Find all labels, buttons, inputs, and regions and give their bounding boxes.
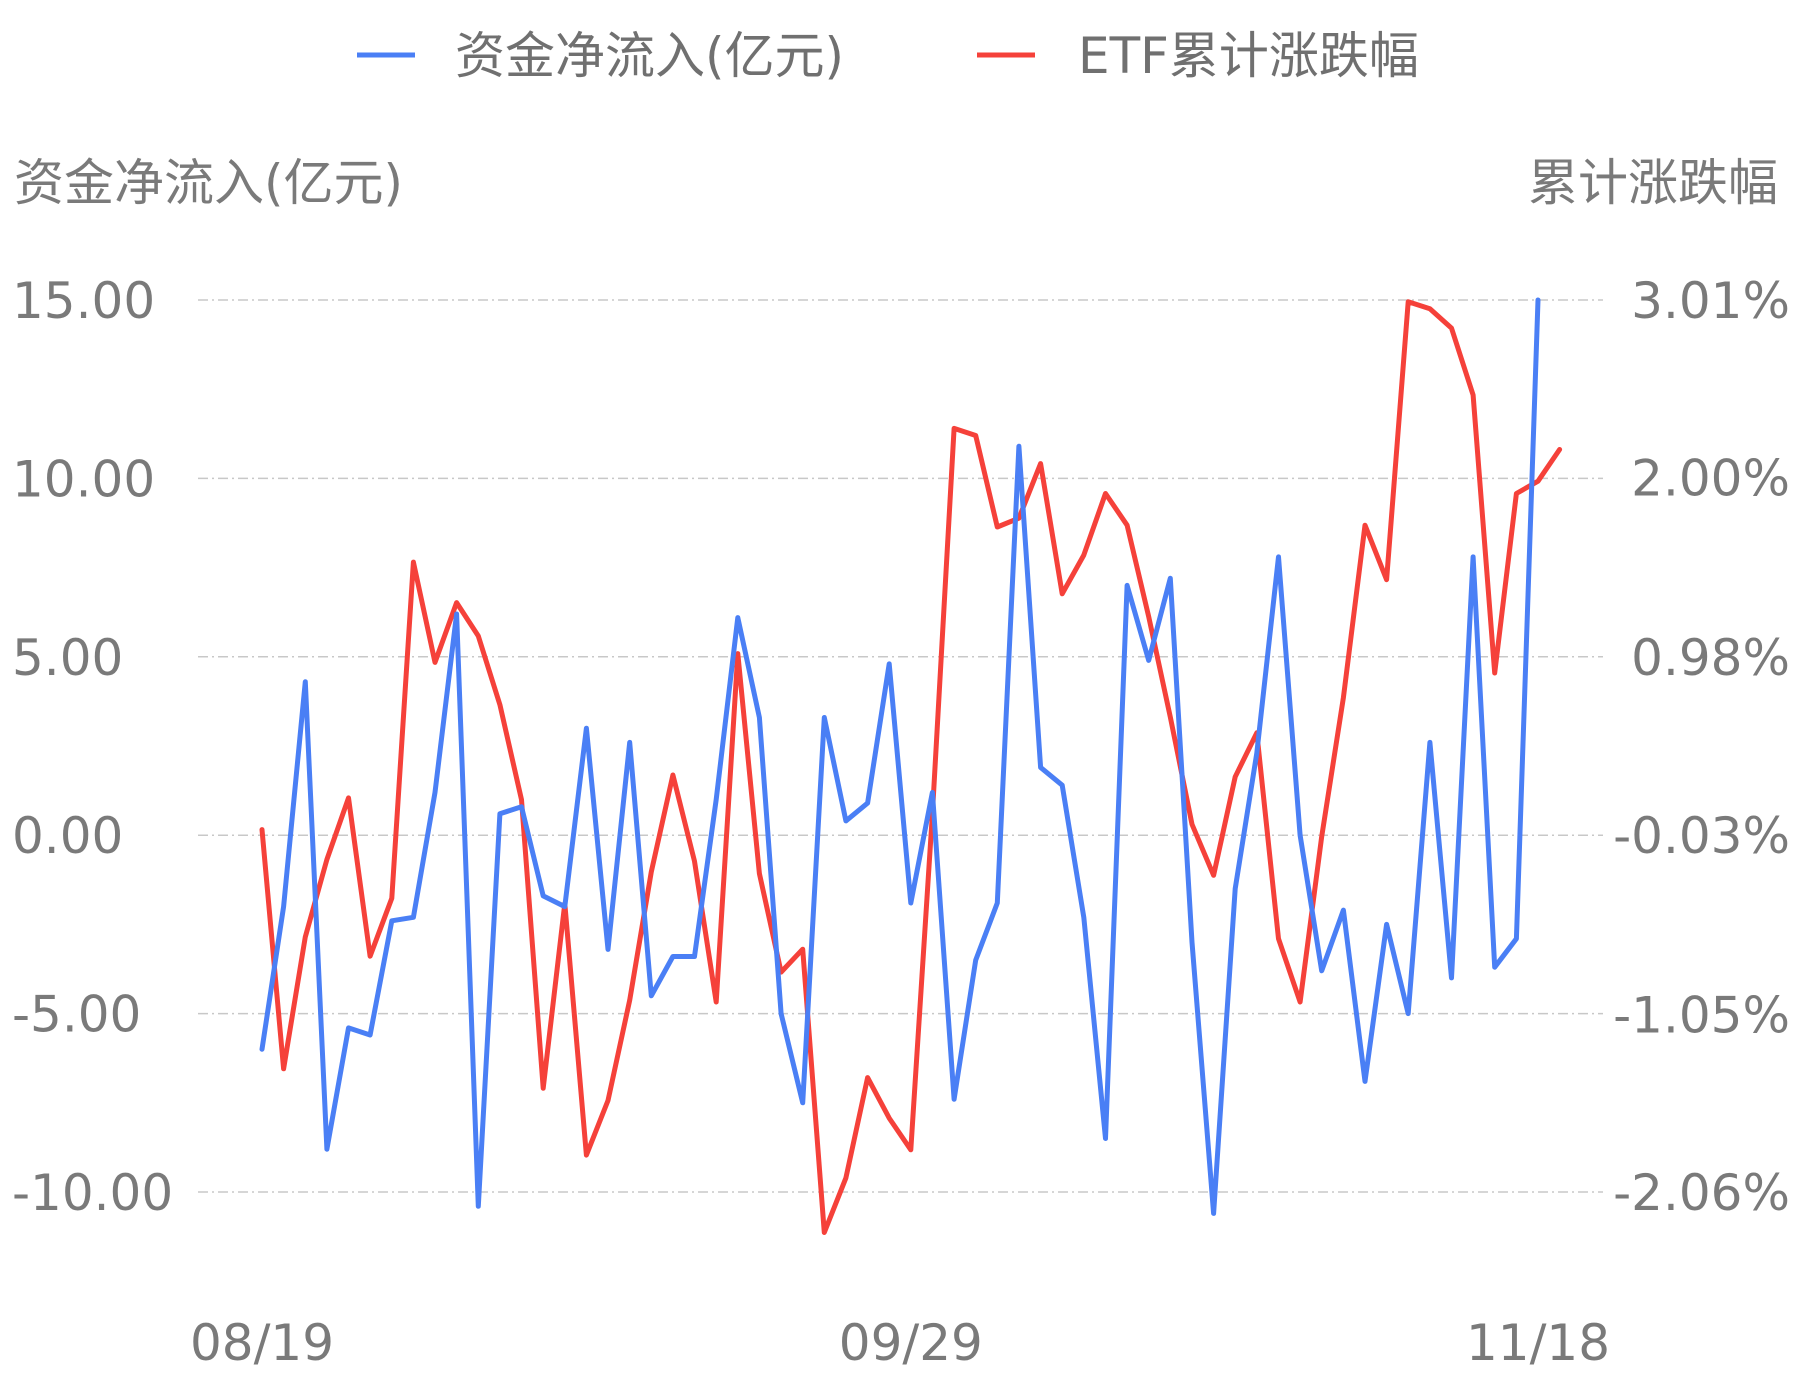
left-tick-label: -10.00 [12, 1164, 173, 1222]
net-inflow-line [259, 297, 1541, 1216]
series-lines [259, 297, 1563, 1235]
x-tick-label: 11/18 [1466, 1314, 1610, 1372]
x-tick-label: 08/19 [190, 1314, 334, 1372]
right-tick-label: -1.05% [1613, 986, 1790, 1044]
left-tick-label: 15.00 [12, 272, 155, 330]
right-tick-label: -0.03% [1613, 807, 1790, 865]
gridlines [198, 299, 1603, 1193]
legend-label-etf-change: ETF累计涨跌幅 [1078, 27, 1419, 85]
right-axis-ticks: 3.01% 2.00% 0.98% -0.03% -1.05% -2.06% [1613, 272, 1790, 1222]
left-tick-label: -5.00 [12, 986, 141, 1044]
right-axis-title: 累计涨跌幅 [1528, 154, 1778, 212]
right-tick-label: 3.01% [1631, 272, 1790, 330]
left-tick-label: 5.00 [12, 629, 123, 687]
right-tick-label: 0.98% [1631, 629, 1790, 687]
legend: 资金净流入(亿元) ETF累计涨跌幅 [357, 27, 1419, 85]
left-axis-title: 资金净流入(亿元) [14, 154, 403, 212]
right-tick-label: 2.00% [1631, 450, 1790, 508]
left-axis-ticks: 15.00 10.00 5.00 0.00 -5.00 -10.00 [12, 272, 173, 1222]
left-tick-label: 0.00 [12, 807, 123, 865]
x-axis-ticks: 08/19 09/29 11/18 [190, 1314, 1610, 1372]
etf-change-line [259, 299, 1563, 1235]
right-tick-label: -2.06% [1613, 1164, 1790, 1222]
x-tick-label: 09/29 [839, 1314, 983, 1372]
legend-label-net-inflow: 资金净流入(亿元) [455, 27, 844, 85]
left-tick-label: 10.00 [12, 450, 155, 508]
